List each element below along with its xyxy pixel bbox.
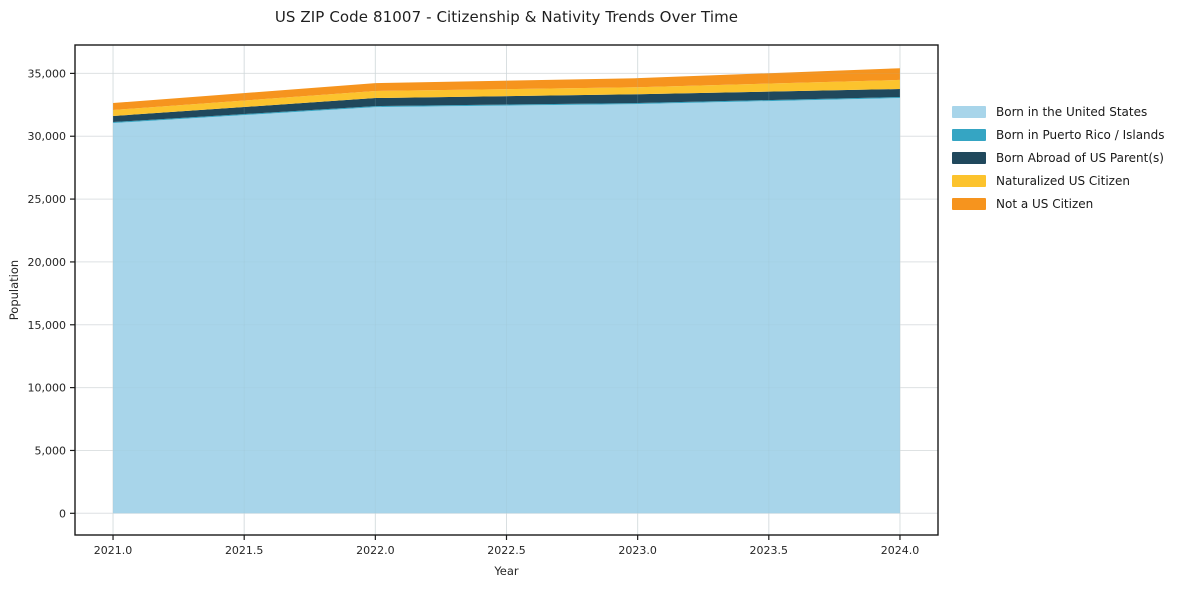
y-tick-label: 30,000 (28, 130, 67, 143)
y-tick-label: 15,000 (28, 319, 67, 332)
legend: Born in the United States Born in Puerto… (952, 106, 1165, 210)
y-tick-label: 10,000 (28, 382, 67, 395)
legend-label: Born Abroad of US Parent(s) (996, 151, 1164, 165)
area-born-in-puerto-rico-islands (113, 97, 900, 124)
area-not-a-us-citizen (113, 68, 900, 110)
y-axis-label: Population (7, 259, 21, 321)
legend-swatch (952, 152, 986, 164)
legend-swatch (952, 106, 986, 118)
chart-title: US ZIP Code 81007 - Citizenship & Nativi… (274, 8, 739, 26)
y-tick-label: 5,000 (35, 444, 67, 457)
x-axis-label: Year (494, 564, 519, 578)
x-tick-label: 2023.0 (618, 544, 657, 557)
legend-label: Not a US Citizen (996, 197, 1094, 211)
area-born-abroad-of-us-parent-s- (113, 88, 900, 123)
legend-item: Born Abroad of US Parent(s) (952, 152, 1165, 164)
y-tick-label: 20,000 (28, 256, 67, 269)
legend-item: Born in the United States (952, 106, 1165, 118)
y-tick-label: 25,000 (28, 193, 67, 206)
legend-swatch (952, 129, 986, 141)
x-tick-label: 2024.0 (881, 544, 920, 557)
legend-item: Not a US Citizen (952, 198, 1165, 210)
area-born-in-the-united-states (113, 98, 900, 514)
legend-item: Born in Puerto Rico / Islands (952, 129, 1165, 141)
x-tick-label: 2022.0 (356, 544, 395, 557)
area-naturalized-us-citizen (113, 79, 900, 116)
y-tick-label: 0 (59, 507, 66, 520)
x-tick-label: 2021.0 (94, 544, 133, 557)
y-tick-label: 35,000 (28, 67, 67, 80)
x-tick-label: 2022.5 (487, 544, 526, 557)
legend-swatch (952, 175, 986, 187)
x-tick-label: 2023.5 (750, 544, 789, 557)
legend-swatch (952, 198, 986, 210)
legend-label: Born in Puerto Rico / Islands (996, 128, 1165, 142)
legend-label: Born in the United States (996, 105, 1148, 119)
legend-item: Naturalized US Citizen (952, 175, 1165, 187)
x-tick-label: 2021.5 (225, 544, 264, 557)
legend-label: Naturalized US Citizen (996, 174, 1130, 188)
